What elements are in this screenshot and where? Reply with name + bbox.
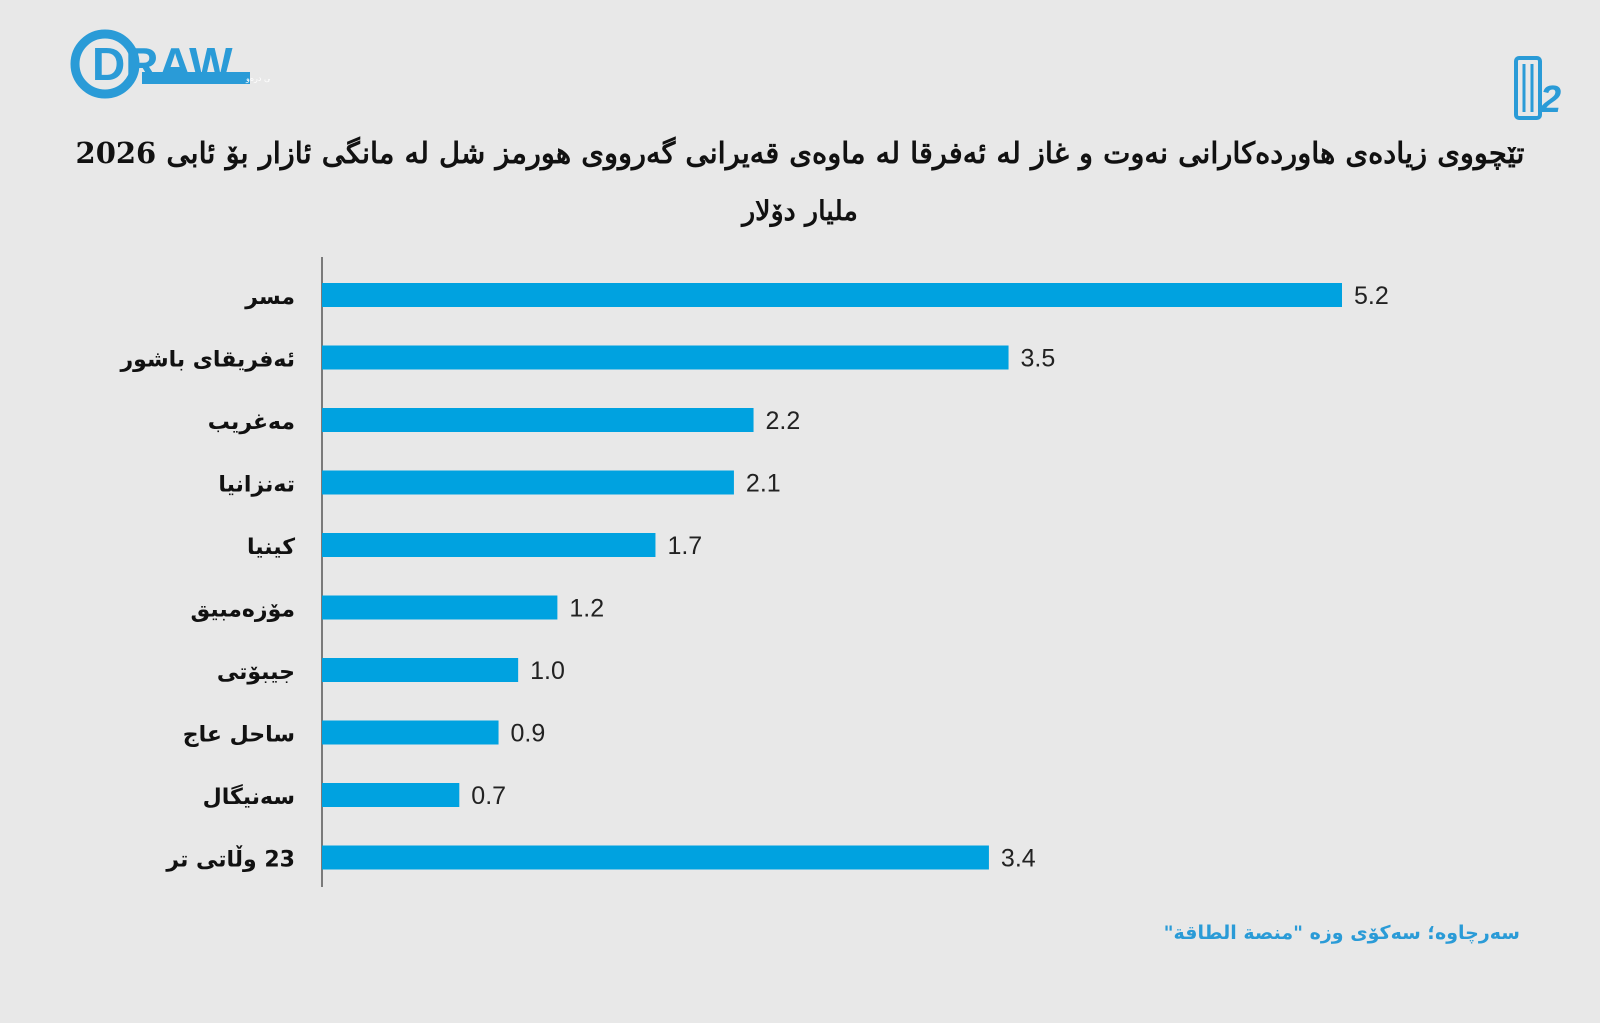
- data-label: 0.7: [471, 782, 506, 810]
- bar: [322, 595, 558, 620]
- bar-chart: مسر 5.2 ئەفریقای باشور 3.5 مەغریب 2.2 تەنزانیا…: [120, 257, 1389, 887]
- category-label: جیبۆتی: [217, 660, 295, 685]
- data-label: 5.2: [1354, 282, 1389, 310]
- bar: [322, 658, 519, 682]
- data-label: 1.7: [667, 532, 702, 560]
- category-label: ساحل عاج: [183, 723, 295, 748]
- bar: [322, 408, 754, 432]
- category-label: سەنیگال: [203, 783, 295, 810]
- category-label: مسر: [244, 285, 295, 310]
- data-label: 1.0: [530, 657, 565, 685]
- bar: [322, 533, 656, 557]
- bar: [322, 845, 989, 870]
- data-label: 0.9: [511, 720, 546, 748]
- corner-logo-mark: 2: [1539, 79, 1561, 121]
- corner-logo: 2: [1514, 56, 1561, 121]
- category-label: 23 وڵاتی تر: [165, 845, 295, 873]
- corner-logo-frame: [1514, 56, 1542, 120]
- bar: [322, 470, 734, 495]
- data-label: 3.4: [1001, 845, 1036, 873]
- chart-subtitle: ملیار دۆلار: [742, 196, 858, 227]
- data-label: 2.2: [766, 407, 801, 435]
- category-label: تەنزانیا: [218, 473, 295, 498]
- draw-logo: DRAW دامەزراوەی میدیایی درەو: [70, 29, 270, 99]
- data-label: 1.2: [569, 595, 604, 623]
- data-label: 3.5: [1021, 345, 1056, 373]
- bar: [322, 720, 499, 745]
- draw-logo-ring: [70, 29, 140, 99]
- draw-logo-tagline: دامەزراوەی میدیایی درەو: [245, 74, 270, 83]
- category-label: ئەفریقای باشور: [120, 348, 296, 373]
- category-label: مۆزەمبیق: [191, 598, 295, 623]
- data-label: 2.1: [746, 470, 781, 498]
- category-label: مەغریب: [208, 410, 295, 435]
- bar: [322, 283, 1342, 307]
- bar: [322, 345, 1009, 370]
- bar: [322, 783, 460, 807]
- draw-logo-tagline-bg: [142, 72, 250, 84]
- source-note: سەرچاوە؛ سەکۆی وزە "منصة الطاقة": [1163, 922, 1520, 944]
- chart-title: تێچووی زیادەی هاوردەکارانی نەوت و غاز لە…: [75, 136, 1525, 170]
- category-label: کینیا: [247, 535, 295, 560]
